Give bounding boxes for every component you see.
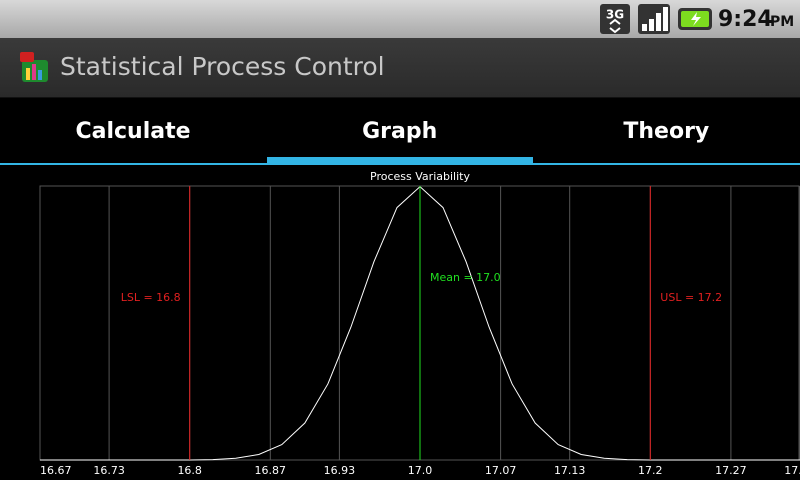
signal-bar — [656, 13, 661, 31]
status-bar: 3G 9:24 PM — [0, 0, 800, 38]
signal-bar — [649, 19, 654, 31]
clock-time: 9:24 — [718, 7, 773, 32]
x-tick-label: 17.33 — [784, 464, 800, 477]
x-tick-label: 17.13 — [554, 464, 586, 477]
tab-bar: Calculate Graph Theory — [0, 98, 800, 165]
x-tick-label: 17.0 — [408, 464, 433, 477]
x-tick-label: 16.67 — [40, 464, 72, 477]
chart-title: Process Variability — [370, 170, 470, 183]
x-tick-label: 16.93 — [324, 464, 356, 477]
status-icons: 3G 9:24 PM — [600, 4, 794, 34]
app-bar: Statistical Process Control — [0, 38, 800, 98]
clock-ampm: PM — [770, 14, 794, 30]
tab[interactable]: Graph — [266, 98, 533, 165]
signal-bar — [663, 7, 668, 31]
charging-bolt — [691, 12, 701, 26]
x-tick-label: 16.73 — [93, 464, 125, 477]
data-arrows — [609, 18, 621, 34]
x-tick-label: 16.8 — [177, 464, 202, 477]
app-title: Statistical Process Control — [60, 52, 385, 81]
tab[interactable]: Calculate — [75, 119, 191, 144]
spec-label: Mean = 17.0 — [430, 271, 501, 284]
tab[interactable]: Theory — [623, 119, 710, 144]
spec-label: LSL = 16.8 — [121, 291, 181, 304]
x-tick-label: 16.87 — [255, 464, 287, 477]
chart: Process Variability 16.67 16.73 16.8 16.87 1… — [39, 170, 800, 477]
signal-bar — [642, 24, 647, 31]
network-type: 3G — [606, 8, 624, 22]
x-tick-label: 17.2 — [638, 464, 663, 477]
x-tick-label: 17.27 — [715, 464, 747, 477]
spec-label: USL = 17.2 — [660, 291, 722, 304]
x-tick-label: 17.07 — [485, 464, 517, 477]
app-icon — [20, 52, 48, 82]
tab-underline — [0, 163, 800, 165]
